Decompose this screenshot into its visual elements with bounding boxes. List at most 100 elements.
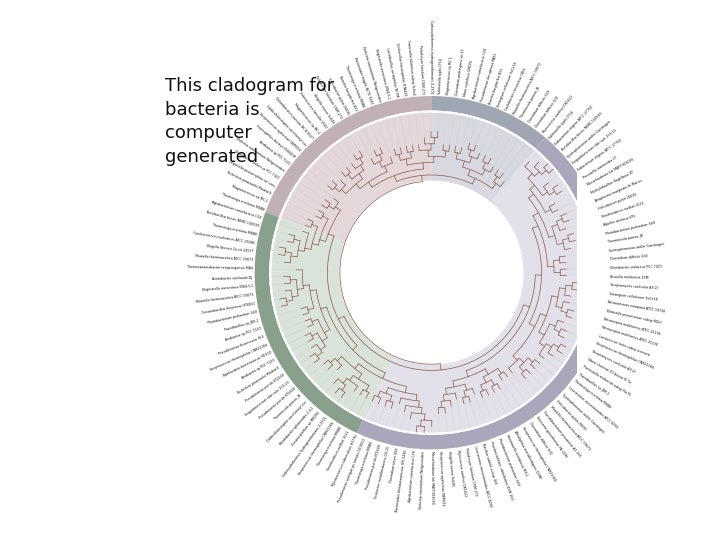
Text: Pseudomonas putida KT2440: Pseudomonas putida KT2440 xyxy=(258,387,297,420)
Text: Stigmatella aurantiaca DW4/3-1: Stigmatella aurantiaca DW4/3-1 xyxy=(374,49,390,100)
Wedge shape xyxy=(255,212,363,433)
Text: Shewanella oneidensis MR-1: Shewanella oneidensis MR-1 xyxy=(505,434,528,477)
Text: Shigella sonnei Ss046: Shigella sonnei Ss046 xyxy=(447,450,454,486)
Text: Ehrlichia ruminantium Welgevonden: Ehrlichia ruminantium Welgevonden xyxy=(361,46,382,102)
Text: Pasteurella multocida subsp Pm70: Pasteurella multocida subsp Pm70 xyxy=(582,365,631,397)
Wedge shape xyxy=(269,111,593,435)
Text: Thermotoga maritima MSB8: Thermotoga maritima MSB8 xyxy=(212,223,257,237)
Text: Streptococcus agalactiae NEM316: Streptococcus agalactiae NEM316 xyxy=(438,451,445,506)
Text: Eubacterium eligens ATCC 27750: Eubacterium eligens ATCC 27750 xyxy=(554,105,595,146)
Text: Ehrlichia ruminantium Welgevonden: Ehrlichia ruminantium Welgevonden xyxy=(418,451,426,509)
Text: Paenibacillus sp JDR-2: Paenibacillus sp JDR-2 xyxy=(577,372,609,396)
Text: Thermotoga maritima MSB8: Thermotoga maritima MSB8 xyxy=(356,441,374,485)
Text: Streptomyces coelicolor A3(2): Streptomyces coelicolor A3(2) xyxy=(591,350,636,375)
Text: Lactobacillus acidophilus NCFM: Lactobacillus acidophilus NCFM xyxy=(384,48,398,98)
Text: Moorella thermoacetica ATCC 39073: Moorella thermoacetica ATCC 39073 xyxy=(196,293,254,304)
Text: Sinorhizobium meliloti 1021: Sinorhizobium meliloti 1021 xyxy=(600,201,644,219)
Text: Thermotoga maritima MSB8: Thermotoga maritima MSB8 xyxy=(221,192,265,212)
Text: Leuconostoc mesenteroides ATCC 8293: Leuconostoc mesenteroides ATCC 8293 xyxy=(473,446,492,508)
Text: Pseudomonas syringae pv tomato DC3000: Pseudomonas syringae pv tomato DC3000 xyxy=(337,438,366,503)
Text: Carboxydothermus hydrogenoformans Z-2901: Carboxydothermus hydrogenoformans Z-2901 xyxy=(428,21,433,94)
Wedge shape xyxy=(265,96,431,217)
Text: Syntrophomonas wolfei Goettingen: Syntrophomonas wolfei Goettingen xyxy=(608,242,665,253)
Text: Sorangium cellulosum SoCe56: Sorangium cellulosum SoCe56 xyxy=(608,292,657,301)
Text: Stigmatella aurantiaca DW4/3-1: Stigmatella aurantiaca DW4/3-1 xyxy=(201,284,253,292)
Text: Rhodobacter sphaeroides 2.4.1: Rhodobacter sphaeroides 2.4.1 xyxy=(279,406,315,446)
Text: Pseudomonas putida KT2440: Pseudomonas putida KT2440 xyxy=(366,443,382,490)
Wedge shape xyxy=(431,96,545,148)
Text: Caldicellulosiruptor saccharolyticus: Caldicellulosiruptor saccharolyticus xyxy=(266,400,308,443)
Text: Borrelia burgdorferi B31: Borrelia burgdorferi B31 xyxy=(488,67,505,105)
Text: Streptococcus thermophilus CNRZ1066: Streptococcus thermophilus CNRZ1066 xyxy=(595,342,654,370)
Text: Prevotella intermedia 17: Prevotella intermedia 17 xyxy=(582,156,618,180)
Text: Caulobacter crescentus CB15: Caulobacter crescentus CB15 xyxy=(505,67,528,111)
Text: Clostridium difficile 630: Clostridium difficile 630 xyxy=(527,90,552,124)
Text: Helicobacter pylori 26695: Helicobacter pylori 26695 xyxy=(555,399,587,431)
Text: Thermoanaerobacter tengcongensis MB4: Thermoanaerobacter tengcongensis MB4 xyxy=(186,266,253,271)
Text: Mycobacterium tuberculosis H37Rv: Mycobacterium tuberculosis H37Rv xyxy=(331,434,359,488)
Wedge shape xyxy=(271,218,420,418)
Text: Francisella tularensis subsp Schu4: Francisella tularensis subsp Schu4 xyxy=(406,40,415,95)
Text: Moorella thermoacetica ATCC 39073: Moorella thermoacetica ATCC 39073 xyxy=(195,254,253,262)
Text: Myxococcus xanthus DK1622: Myxococcus xanthus DK1622 xyxy=(456,449,467,497)
Text: Faecalibacterium prausnitzii A2-165: Faecalibacterium prausnitzii A2-165 xyxy=(542,410,582,458)
Text: Vibrio vulnificus CMCP6: Vibrio vulnificus CMCP6 xyxy=(463,60,474,98)
Text: Clostridium tetani E88: Clostridium tetani E88 xyxy=(389,448,400,484)
Text: Photobacterium profundum SS9: Photobacterium profundum SS9 xyxy=(498,437,521,486)
Wedge shape xyxy=(356,137,608,449)
Text: This cladogram for
bacteria is
computer
generated: This cladogram for bacteria is computer … xyxy=(166,77,335,166)
Text: Lactococcus lactis subsp cremoris: Lactococcus lactis subsp cremoris xyxy=(598,334,650,356)
Text: Oceanobacillus iheyensis HTE831: Oceanobacillus iheyensis HTE831 xyxy=(202,301,256,314)
Text: Azotobacter vinelandii DJ: Azotobacter vinelandii DJ xyxy=(212,275,253,281)
Text: Bacteroides thetaiotaomicron VPI-5482: Bacteroides thetaiotaomicron VPI-5482 xyxy=(395,449,408,512)
Text: Thermotoga maritima MSB8: Thermotoga maritima MSB8 xyxy=(317,426,343,467)
Text: Bdellovibrio bacteriovorus HD100: Bdellovibrio bacteriovorus HD100 xyxy=(222,350,272,378)
Text: Legionella pneumophila str Lens: Legionella pneumophila str Lens xyxy=(228,159,276,188)
Text: Syntrophomonas wolfei Goettingen: Syntrophomonas wolfei Goettingen xyxy=(562,393,605,434)
Text: Geobacter metallireducens GS-15: Geobacter metallireducens GS-15 xyxy=(374,446,391,500)
Text: Chlorobaculum parvum NCIB 8327: Chlorobaculum parvum NCIB 8327 xyxy=(274,97,314,140)
Text: Sinorhizobium meliloti 1021: Sinorhizobium meliloti 1021 xyxy=(326,430,351,472)
Text: Exiguobacterium sibiricum 255-15: Exiguobacterium sibiricum 255-15 xyxy=(572,129,618,165)
Text: Streptococcus agalactiae NEM316: Streptococcus agalactiae NEM316 xyxy=(258,112,302,153)
Text: Nitrosomonas europaea ATCC 19718: Nitrosomonas europaea ATCC 19718 xyxy=(608,300,665,314)
Text: Pseudomonas putida KT2440: Pseudomonas putida KT2440 xyxy=(245,373,286,403)
Text: Helicobacter pylori 26695: Helicobacter pylori 26695 xyxy=(327,77,350,116)
Text: Clostridium perfringens str 13: Clostridium perfringens str 13 xyxy=(455,48,465,96)
Text: Magnetococcus sp MC-1: Magnetococcus sp MC-1 xyxy=(293,102,320,135)
Text: Enterococcus faecalis V583: Enterococcus faecalis V583 xyxy=(298,91,328,130)
Text: Anabaena sp PCC 7120: Anabaena sp PCC 7120 xyxy=(258,140,290,166)
Text: Moorella thermoacetica ATCC 39073: Moorella thermoacetica ATCC 39073 xyxy=(549,405,590,451)
Text: Agrobacterium tumefaciens C58: Agrobacterium tumefaciens C58 xyxy=(211,200,262,220)
Text: Shigella flexneri 2a str 2457T: Shigella flexneri 2a str 2457T xyxy=(207,244,254,254)
Text: Nitrosospira multiformis ATCC 25196: Nitrosospira multiformis ATCC 25196 xyxy=(601,326,658,347)
Text: Klebsiella pneumoniae subsp MGH: Klebsiella pneumoniae subsp MGH xyxy=(606,309,661,325)
Text: Magnetococcus sp MC-1: Magnetococcus sp MC-1 xyxy=(446,56,454,95)
Text: Streptococcus thermophilus CNRZ1066: Streptococcus thermophilus CNRZ1066 xyxy=(521,426,556,482)
Text: Photobacterium profundum SS9: Photobacterium profundum SS9 xyxy=(606,220,656,235)
Text: Myxococcus xanthus DK1622: Myxococcus xanthus DK1622 xyxy=(541,95,574,134)
Text: Eubacterium eligens ATCC 27750: Eubacterium eligens ATCC 27750 xyxy=(577,139,624,172)
Text: Thermotoga maritima MSB8: Thermotoga maritima MSB8 xyxy=(344,65,365,108)
Text: Pelodictyon luteolum DSM 273: Pelodictyon luteolum DSM 273 xyxy=(418,45,424,94)
Text: Alkaliphilus metalliredigens QYMF: Alkaliphilus metalliredigens QYMF xyxy=(513,430,542,480)
Text: Helicobacter pylori 26695: Helicobacter pylori 26695 xyxy=(598,192,638,211)
Wedge shape xyxy=(281,113,431,264)
Text: Paenibacillus sp JDR-2: Paenibacillus sp JDR-2 xyxy=(224,318,259,332)
Text: Aquifex aeolicus VF5: Aquifex aeolicus VF5 xyxy=(603,214,636,227)
Text: Pseudomonas aeruginosa PA01: Pseudomonas aeruginosa PA01 xyxy=(480,52,498,102)
Text: Thermincola potens JR: Thermincola potens JR xyxy=(607,234,643,244)
Text: Anabaena sp PCC 7120: Anabaena sp PCC 7120 xyxy=(241,358,276,380)
Text: Thermincola potens JR: Thermincola potens JR xyxy=(273,393,302,421)
Text: Bacillus subtilis subsp 168: Bacillus subtilis subsp 168 xyxy=(481,443,497,485)
Text: Sorangium cellulosum SoCe56: Sorangium cellulosum SoCe56 xyxy=(497,61,518,107)
Text: Caldicellulosiruptor saccharolyticus: Caldicellulosiruptor saccharolyticus xyxy=(266,104,307,146)
Text: Methylobacillus flagellatus KT: Methylobacillus flagellatus KT xyxy=(590,170,635,195)
Text: Brevibacillus brevis NBRC 100599: Brevibacillus brevis NBRC 100599 xyxy=(206,210,259,228)
Text: Gloeobacter violaceus PCC 7421: Gloeobacter violaceus PCC 7421 xyxy=(234,150,280,180)
Text: Exiguobacterium sibiricum 255-15: Exiguobacterium sibiricum 255-15 xyxy=(245,380,291,417)
Text: Thermotoga maritima MSB8: Thermotoga maritima MSB8 xyxy=(572,379,611,410)
Text: Ehrlichia ruminantium Welgevonden: Ehrlichia ruminantium Welgevonden xyxy=(235,137,285,173)
Text: Salmonella typhi CT18: Salmonella typhi CT18 xyxy=(438,58,444,94)
Text: Streptococcus thermophilus CNRZ1066: Streptococcus thermophilus CNRZ1066 xyxy=(298,421,336,476)
